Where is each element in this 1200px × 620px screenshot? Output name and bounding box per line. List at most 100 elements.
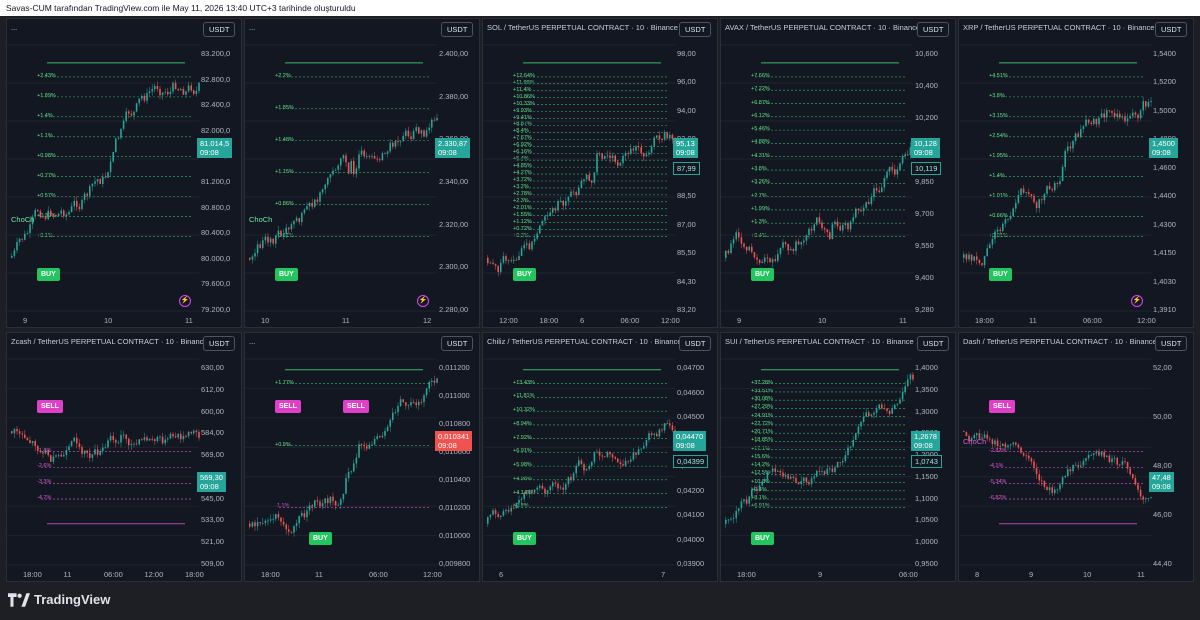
sell-signal[interactable]: SELL	[989, 400, 1015, 414]
candle-body	[497, 513, 499, 518]
choch-label: ChoCh	[11, 215, 35, 225]
candle-body	[771, 259, 774, 263]
candlestick-chart[interactable]	[245, 19, 480, 328]
sell-signal[interactable]: SELL	[275, 400, 301, 414]
candlestick-chart[interactable]	[721, 333, 956, 582]
sell-signal[interactable]: SELL	[343, 400, 369, 414]
candle-body	[805, 477, 808, 483]
currency-button[interactable]: USDT	[679, 336, 712, 351]
chart-panel[interactable]: +7.66% +7.22% +6.87% +6.12% +5.46% +4.88% +4.3…	[720, 18, 956, 328]
chart-panel[interactable]: +37.28% +33.51% +30.08% +27.29% +24.91% +22.7…	[720, 332, 956, 582]
candle-body	[826, 229, 828, 233]
currency-button[interactable]: USDT	[203, 336, 236, 351]
candle-body	[624, 152, 627, 156]
buy-signal[interactable]: BUY	[513, 268, 536, 282]
currency-button[interactable]: USDT	[441, 336, 474, 351]
lightning-icon[interactable]: ⚡	[417, 295, 429, 307]
chart-panel[interactable]: +1.77% +0.9% -1.1%... USDT 0,011200 0,011000 0…	[244, 332, 480, 582]
candle-body	[1054, 183, 1056, 191]
buy-signal[interactable]: BUY	[275, 268, 298, 282]
chart-panel[interactable]: +2.43% +1.89% +1.4% +1.1% +0.98% +0.77% +0.57%…	[6, 18, 242, 328]
candle-body	[81, 199, 83, 210]
candle-body	[907, 154, 909, 156]
candle-body	[180, 89, 182, 91]
candle-body	[249, 523, 251, 527]
candlestick-chart[interactable]	[245, 333, 480, 582]
candle-body	[671, 425, 674, 431]
candle-body	[172, 82, 174, 92]
target-level-label: +4.27%	[513, 170, 532, 177]
target-level-label: +6.12%	[751, 112, 770, 119]
buy-signal[interactable]: BUY	[309, 532, 332, 546]
candle-body	[829, 468, 831, 470]
time-axis-label: 11	[315, 570, 323, 579]
candle-body	[81, 446, 83, 454]
currency-button[interactable]: USDT	[917, 336, 950, 351]
candle-body	[182, 89, 185, 95]
chart-panel[interactable]: -1.8% -2.6% -3.3% -4.7% Zcash / TetherUS PER…	[6, 332, 242, 582]
chart-panel[interactable]: +12.64% +11.99% +11.4% +10.86% +10.33% +9.93%…	[482, 18, 718, 328]
candlestick-chart[interactable]	[7, 333, 242, 582]
candle-body	[431, 380, 433, 382]
candle-body	[89, 453, 91, 458]
candle-body	[888, 410, 891, 414]
candle-body	[643, 446, 645, 449]
currency-button[interactable]: USDT	[203, 22, 236, 37]
buy-signal[interactable]: BUY	[751, 532, 774, 546]
candlestick-chart[interactable]	[7, 19, 242, 328]
candle-body	[857, 426, 860, 434]
candle-body	[831, 224, 834, 240]
candle-body	[978, 433, 981, 439]
buy-signal[interactable]: BUY	[989, 268, 1012, 282]
price-axis-label: 2.340,00	[439, 177, 469, 186]
buy-signal[interactable]: BUY	[37, 268, 60, 282]
currency-button[interactable]: USDT	[917, 22, 950, 37]
sell-signal[interactable]: SELL	[37, 400, 63, 414]
price-axis-label: 545,00	[201, 493, 224, 503]
chart-panel[interactable]: +4.51% +3.8% +3.15% +2.54% +1.95% +1.4% +1.01%…	[958, 18, 1194, 328]
chart-panel[interactable]: +13.43% +11.81% +10.32% +8.94% +7.92% +6.91% +…	[482, 332, 718, 582]
buy-signal[interactable]: BUY	[513, 532, 536, 546]
candle-body	[787, 243, 789, 251]
currency-button[interactable]: USDT	[679, 22, 712, 37]
candle-body	[1069, 469, 1072, 472]
candlestick-chart[interactable]	[959, 19, 1194, 328]
candle-body	[800, 242, 802, 245]
candle-body	[663, 423, 666, 431]
target-level-label: +0.72%	[513, 225, 532, 232]
lightning-icon[interactable]: ⚡	[179, 295, 191, 307]
target-level-label: +12.64%	[513, 72, 535, 79]
candle-body	[1082, 460, 1085, 466]
candle-body	[847, 223, 849, 230]
candle-body	[332, 170, 334, 175]
chart-panel[interactable]: -2.82% -4.1% -5.34% -6.82% Dash / TetherUS P…	[958, 332, 1194, 582]
candle-body	[842, 225, 844, 231]
candlestick-chart[interactable]	[483, 19, 718, 328]
currency-button[interactable]: USDT	[1155, 22, 1188, 37]
target-level-label: +1.4%	[37, 112, 53, 119]
candle-body	[347, 162, 350, 174]
price-axis-label: 82.000,0	[201, 125, 231, 135]
candle-body	[37, 210, 39, 212]
currency-button[interactable]: USDT	[441, 22, 474, 37]
tradingview-logo[interactable]: TradingView	[8, 592, 110, 607]
price-axis-label: 83.200,0	[201, 49, 231, 58]
candle-body	[500, 515, 502, 518]
target-level-label: +3.8%	[751, 166, 767, 173]
candle-body	[740, 501, 743, 509]
currency-button[interactable]: USDT	[1155, 336, 1188, 351]
candle-body	[1030, 458, 1033, 462]
candle-body	[1080, 129, 1082, 138]
chart-panel[interactable]: +2.2% +1.85% +1.48% +1.15% +0.86% +0.61%... US…	[244, 18, 480, 328]
candle-body	[575, 465, 577, 474]
candle-countdown: 09:08	[676, 148, 695, 158]
candle-body	[632, 148, 635, 151]
candle-body	[159, 89, 161, 96]
lightning-icon[interactable]: ⚡	[1131, 295, 1143, 307]
buy-signal[interactable]: BUY	[751, 268, 774, 282]
candle-body	[267, 520, 269, 522]
candle-body	[1139, 489, 1142, 497]
candlestick-chart[interactable]	[959, 333, 1194, 582]
time-axis-label: 9	[23, 316, 28, 325]
